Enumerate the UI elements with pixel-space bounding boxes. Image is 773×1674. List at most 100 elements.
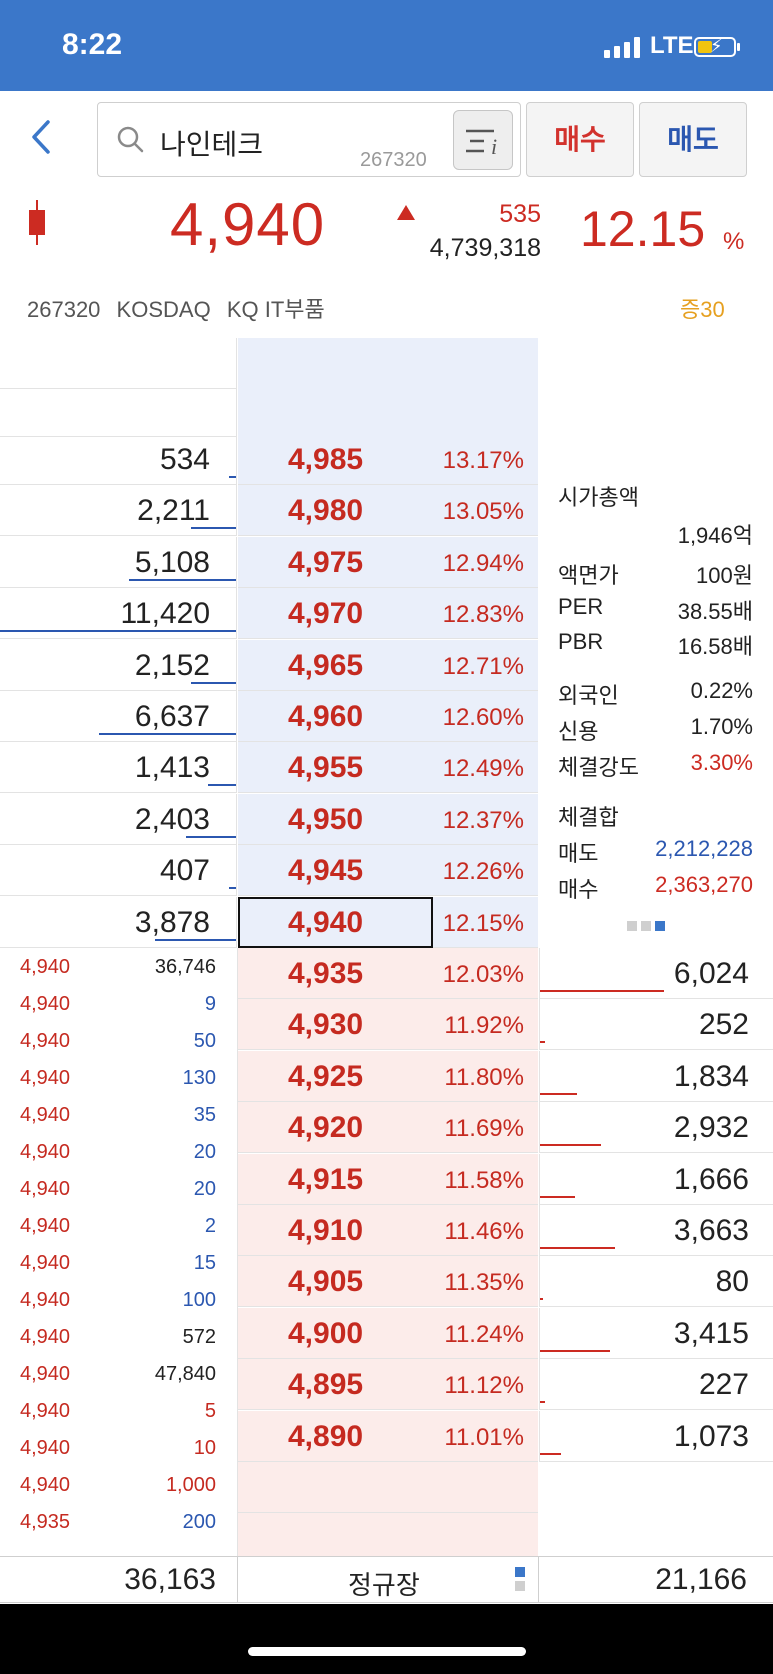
bid-row[interactable]: 4,925 11.80% 1,834 — [0, 1050, 773, 1102]
ask-price-cell[interactable]: 4,945 12.26% — [238, 845, 538, 897]
tick-price: 4,940 — [20, 956, 71, 978]
bid-row[interactable]: 4,890 11.01% 1,073 — [0, 1410, 773, 1462]
bid-price: 4,905 — [288, 1265, 364, 1299]
trade-tick: 4,940 47,840 — [0, 1355, 237, 1392]
stock-search-box[interactable]: 나인테크 267320 i — [97, 102, 521, 177]
trade-tick: 4,940 36,746 — [0, 948, 237, 985]
ask-row[interactable]: 3,878 4,940 12.15% — [0, 896, 773, 948]
tick-price: 4,940 — [20, 1400, 71, 1422]
ask-qty: 2,211 — [137, 494, 210, 528]
ask-qty-cell: 407 — [0, 845, 237, 897]
tick-price: 4,940 — [20, 1178, 71, 1200]
total-ask-qty: 36,163 — [124, 1563, 216, 1596]
credit-label: 신용 — [558, 719, 599, 744]
ask-qty: 407 — [159, 854, 210, 888]
ask-qty-cell: 2,211 — [0, 485, 237, 537]
tick-price: 4,940 — [20, 993, 71, 1015]
session-label[interactable]: 정규장 — [348, 1570, 420, 1600]
bid-rate: 11.69% — [444, 1115, 524, 1143]
ask-row[interactable]: 2,403 4,950 12.37% — [0, 793, 773, 845]
ask-price-cell[interactable]: 4,955 12.49% — [238, 742, 538, 794]
ask-row[interactable]: 5,108 4,975 12.94% — [0, 536, 773, 588]
bid-row[interactable]: 4,930 11.92% 252 — [0, 999, 773, 1051]
page-indicator[interactable] — [627, 921, 665, 931]
ask-row[interactable]: 1,413 4,955 12.49% — [0, 742, 773, 794]
bid-price-cell[interactable]: 4,920 11.69% — [238, 1102, 538, 1154]
ask-price-cell[interactable]: 4,975 12.94% — [238, 536, 538, 588]
bid-qty-bar — [540, 1092, 577, 1095]
bid-row[interactable]: 4,935 12.03% 6,024 — [0, 948, 773, 999]
ask-qty-cell: 1,413 — [0, 742, 237, 794]
ask-row[interactable]: 11,420 4,970 12.83% — [0, 588, 773, 640]
tick-qty: 100 — [182, 1289, 216, 1311]
bid-price-cell[interactable]: 4,930 11.92% — [238, 999, 538, 1051]
bid-qty-bar — [540, 1041, 545, 1044]
trade-tick: 4,940 50 — [0, 1022, 237, 1059]
tick-qty: 36,746 — [154, 956, 216, 978]
ask-price: 4,965 — [288, 648, 364, 682]
bid-price-cell[interactable]: 4,925 11.80% — [238, 1050, 538, 1102]
bid-price: 4,935 — [288, 957, 364, 990]
order-book-footer: 36,163 정규장 21,166 — [0, 1556, 773, 1603]
bid-price: 4,895 — [288, 1368, 364, 1402]
per-label: PER — [558, 594, 604, 619]
trade-tick: 4,940 20 — [0, 1170, 237, 1207]
ask-qty-bar — [99, 733, 236, 735]
bid-row[interactable]: 4,900 11.24% 3,415 — [0, 1307, 773, 1359]
ask-qty-cell: 534 — [0, 434, 237, 485]
status-time: 8:22 — [62, 28, 123, 61]
bid-row[interactable]: 4,905 11.35% 80 — [0, 1256, 773, 1308]
ask-price-cell[interactable]: 4,980 13.05% — [238, 485, 538, 537]
tick-list-divider — [237, 948, 238, 1556]
info-sector: KQ IT부품 — [226, 297, 325, 322]
bid-price-cell[interactable]: 4,910 11.46% — [238, 1205, 538, 1256]
bid-row[interactable]: 4,920 11.69% 2,932 — [0, 1102, 773, 1154]
bid-rate: 11.92% — [444, 1012, 524, 1040]
ask-qty-bar — [155, 938, 236, 941]
bid-price-cell[interactable]: 4,905 11.35% — [238, 1256, 538, 1308]
ask-price-cell[interactable]: 4,950 12.37% — [238, 793, 538, 845]
ask-rate: 12.15% — [442, 909, 524, 937]
sell-total-value: 2,212,228 — [655, 836, 753, 861]
stock-info-menu-icon[interactable]: i — [453, 110, 513, 170]
bid-row[interactable]: 4,915 11.58% 1,666 — [0, 1153, 773, 1205]
bid-price: 4,925 — [288, 1059, 364, 1093]
ask-row[interactable]: 6,637 4,960 12.60% — [0, 691, 773, 742]
home-indicator[interactable] — [248, 1647, 526, 1656]
bid-price-cell[interactable]: 4,915 11.58% — [238, 1153, 538, 1205]
sell-button[interactable]: 매도 — [639, 102, 747, 177]
ask-row[interactable]: 2,211 4,980 13.05% — [0, 485, 773, 537]
ask-price-cell[interactable]: 4,985 13.17% — [238, 434, 538, 485]
buy-button[interactable]: 매수 — [526, 102, 634, 177]
ask-price-cell[interactable]: 4,965 12.71% — [238, 639, 538, 691]
ask-price-cell[interactable]: 4,970 12.83% — [238, 588, 538, 640]
bid-price-cell[interactable]: 4,890 11.01% — [238, 1410, 538, 1462]
bid-qty-bar — [540, 1195, 575, 1198]
par-value: 100원 — [696, 563, 753, 588]
tick-price: 4,940 — [20, 1289, 71, 1311]
bid-price-cell[interactable]: 4,900 11.24% — [238, 1307, 538, 1359]
percent-sign: % — [723, 228, 745, 255]
per-value: 38.55배 — [677, 599, 753, 624]
ask-row[interactable]: 407 4,945 12.26% — [0, 845, 773, 897]
tick-price: 4,940 — [20, 1252, 71, 1274]
bid-row[interactable]: 4,910 11.46% 3,663 — [0, 1205, 773, 1256]
ask-price-cell[interactable]: 4,940 12.15% — [238, 896, 538, 948]
bid-rate: 11.58% — [444, 1166, 524, 1194]
up-arrow-icon — [397, 205, 415, 220]
ask-qty: 6,637 — [134, 700, 210, 733]
bid-qty: 1,073 — [673, 1419, 749, 1453]
bid-price-cell[interactable]: 4,935 12.03% — [238, 948, 538, 999]
tick-price: 4,940 — [20, 1141, 71, 1163]
ask-row[interactable]: 534 4,985 13.17% — [0, 434, 773, 485]
ask-price-cell[interactable]: 4,960 12.60% — [238, 691, 538, 742]
tick-qty: 200 — [182, 1511, 216, 1533]
bid-row[interactable]: 4,895 11.12% 227 — [0, 1359, 773, 1411]
change-percent: 12.15 — [580, 201, 706, 257]
back-icon[interactable] — [26, 112, 66, 162]
bid-price: 4,910 — [288, 1214, 364, 1247]
ask-row[interactable]: 2,152 4,965 12.71% — [0, 639, 773, 691]
tick-price: 4,940 — [20, 1104, 71, 1126]
battery-icon: ⚡ — [694, 36, 736, 57]
bid-price-cell[interactable]: 4,895 11.12% — [238, 1359, 538, 1411]
